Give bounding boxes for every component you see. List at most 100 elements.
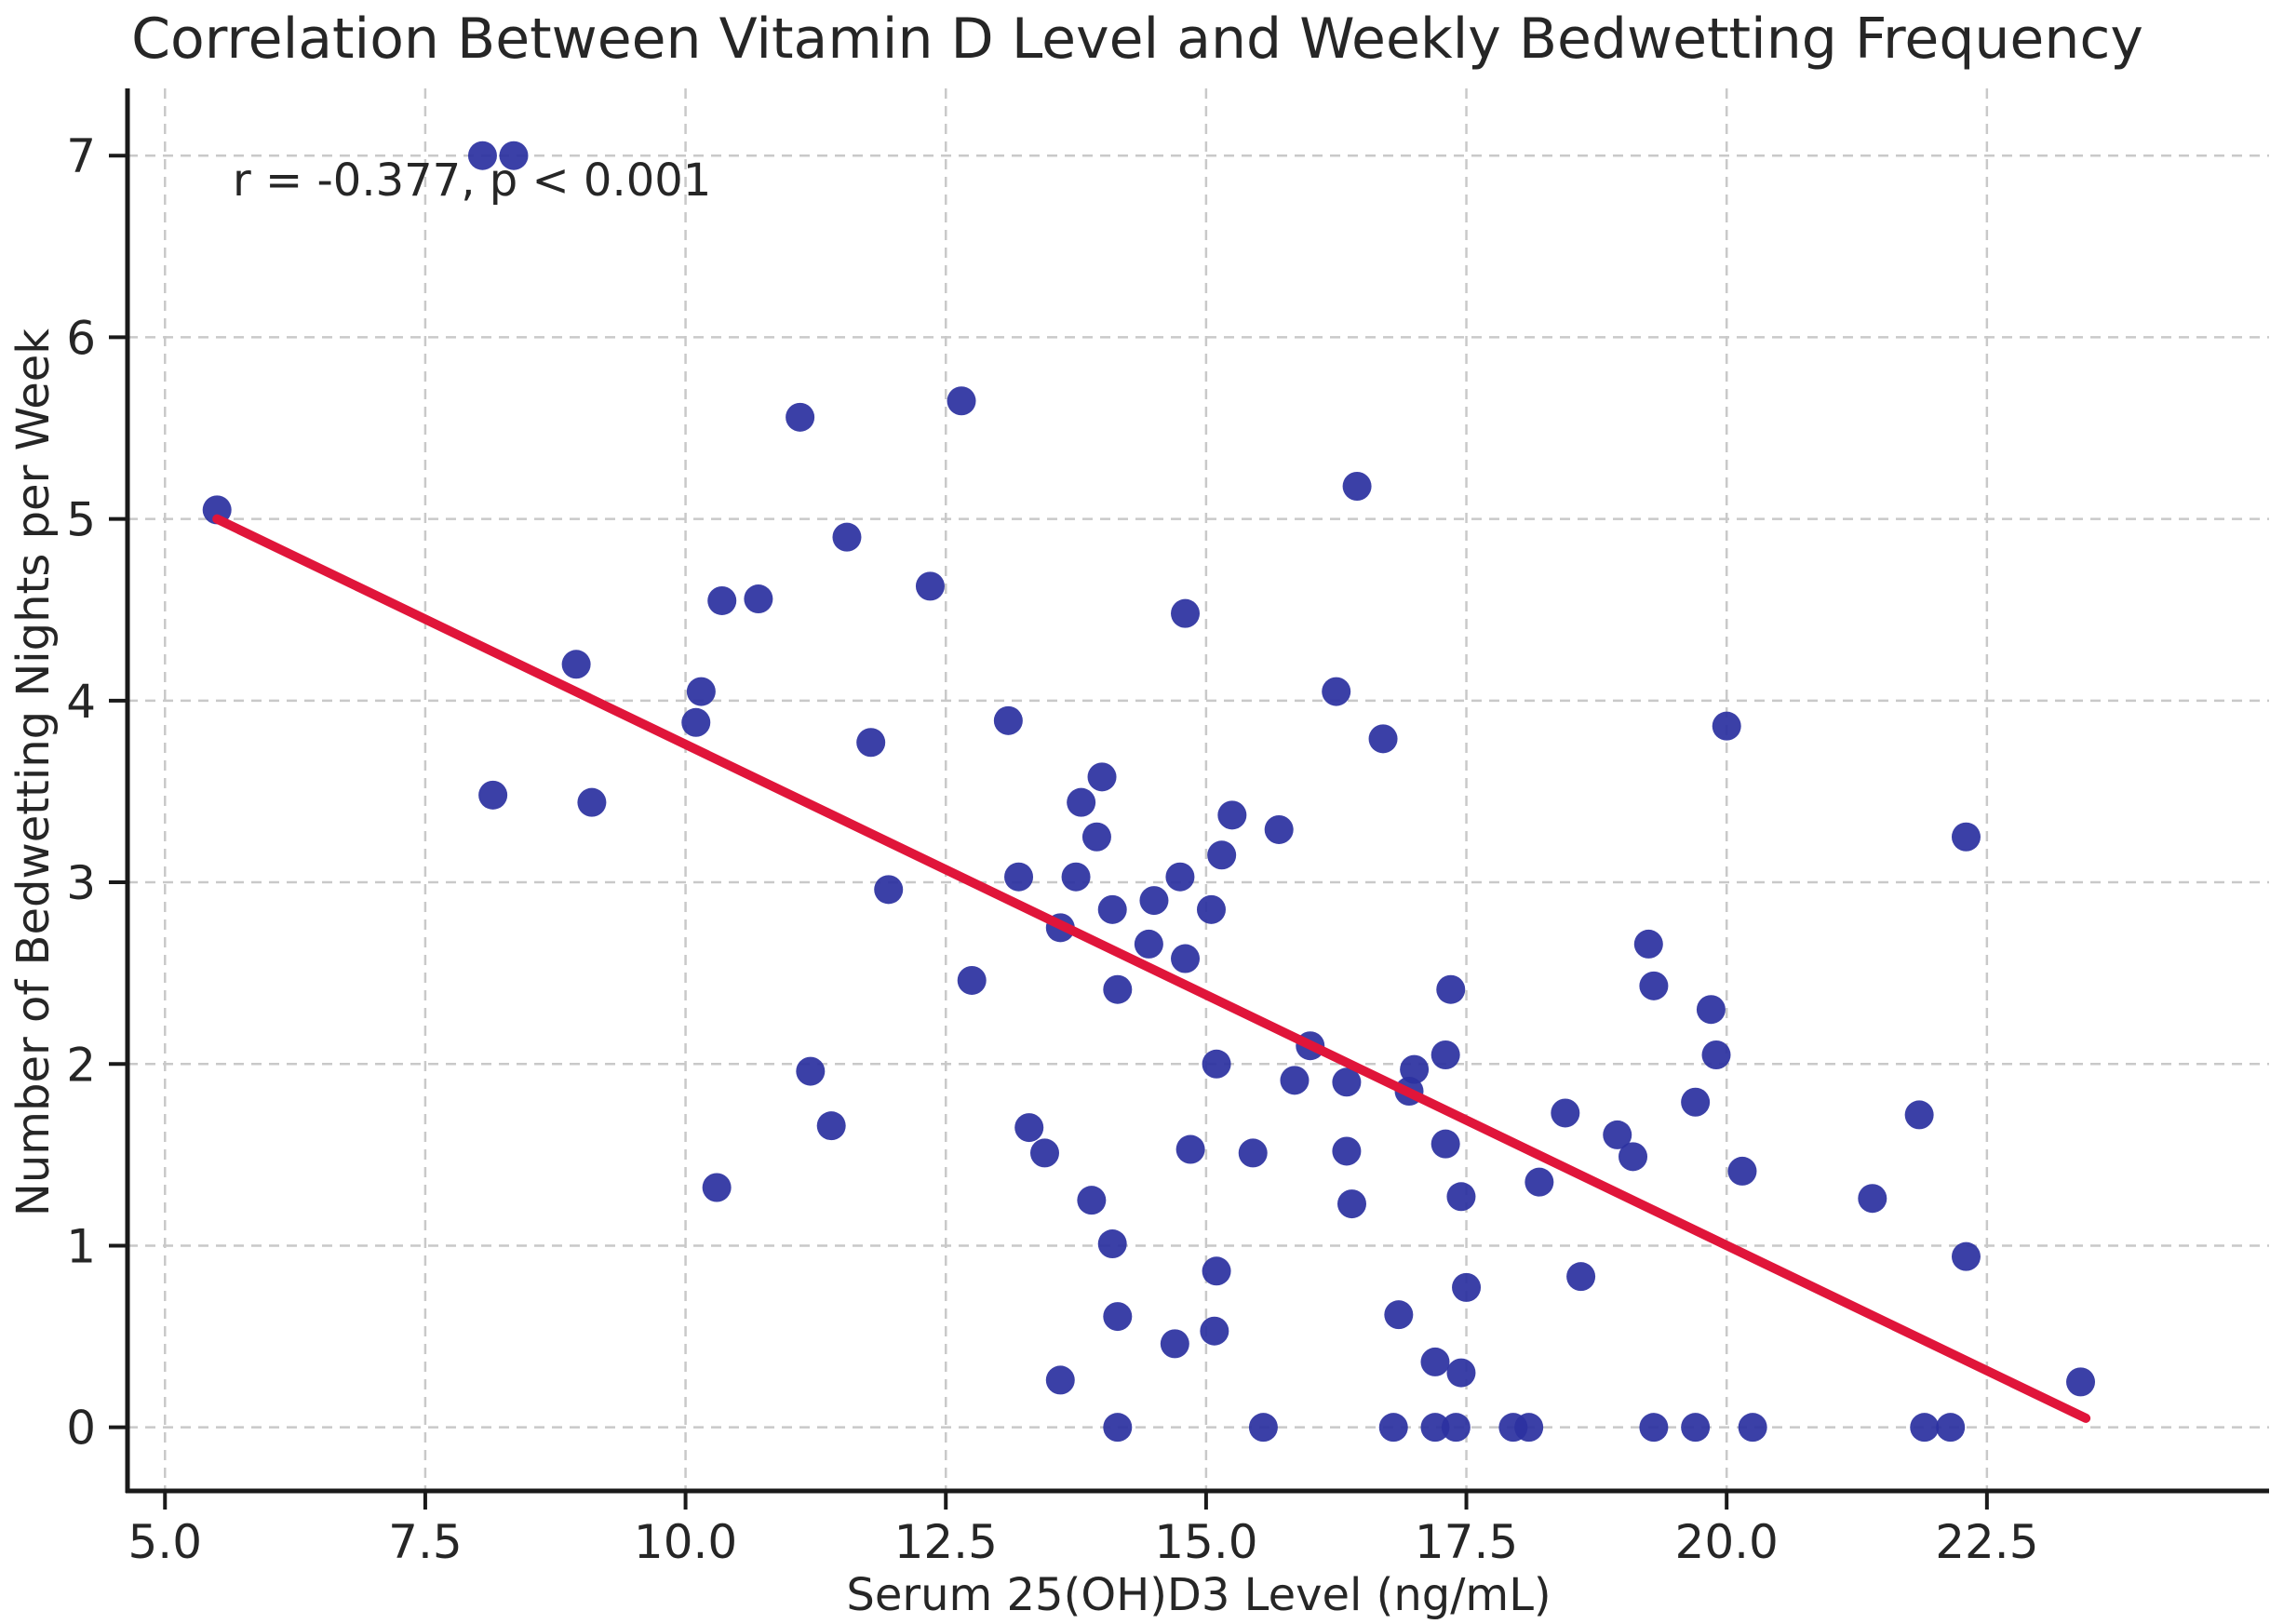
data-point: [796, 1056, 826, 1086]
data-point: [702, 1173, 732, 1202]
data-point: [1566, 1262, 1596, 1292]
data-point: [1431, 1040, 1460, 1070]
x-tick-label: 12.5: [894, 1515, 998, 1569]
x-tick-label: 5.0: [128, 1515, 203, 1569]
data-point: [1514, 1413, 1544, 1443]
data-point: [1103, 1302, 1133, 1332]
data-point: [1322, 677, 1351, 706]
data-point: [856, 728, 886, 758]
y-tick-labels: 0 1 2 3 4 5 6 7: [66, 129, 96, 1455]
data-point: [744, 584, 773, 614]
tick-marks: [109, 154, 1989, 1510]
data-point: [1248, 1413, 1278, 1443]
data-point: [1378, 1413, 1408, 1443]
data-point: [1858, 1184, 1887, 1214]
x-tick-label: 10.0: [634, 1515, 737, 1569]
data-point: [1336, 1189, 1366, 1219]
gridlines: [128, 88, 2269, 1491]
data-point: [1004, 862, 1034, 892]
data-point: [1525, 1167, 1554, 1197]
data-point: [478, 780, 508, 810]
data-point: [1202, 1049, 1231, 1079]
y-tick-label: 6: [66, 311, 96, 365]
data-point: [1139, 886, 1169, 916]
data-point: [1014, 1113, 1044, 1143]
data-point: [1633, 929, 1663, 959]
data-point: [1727, 1156, 1757, 1186]
data-point: [1701, 1040, 1731, 1070]
trend-line-layer: [212, 514, 2091, 1423]
data-point: [1420, 1347, 1450, 1376]
data-point: [1097, 1229, 1127, 1259]
data-point: [1171, 944, 1201, 973]
data-point: [832, 522, 862, 552]
data-point: [1160, 1329, 1189, 1359]
data-point: [499, 141, 529, 170]
data-point: [1067, 787, 1096, 817]
data-point: [1342, 472, 1372, 502]
data-point: [957, 965, 987, 995]
data-point: [1332, 1136, 1362, 1166]
data-point: [1681, 1413, 1711, 1443]
y-tick-label: 2: [66, 1038, 96, 1092]
data-point: [1441, 1413, 1471, 1443]
data-point: [707, 585, 737, 615]
data-point: [202, 495, 232, 525]
trend-line: [212, 514, 2091, 1423]
data-point: [1431, 1129, 1460, 1159]
data-point: [1904, 1100, 1934, 1130]
x-axis-label: Serum 25(OH)D3 Level (ng/mL): [846, 1569, 1551, 1621]
data-point: [947, 386, 976, 416]
data-point: [915, 571, 945, 601]
x-tick-labels: 5.0 7.5 10.0 12.5 15.0 17.5 20.0 22.5: [128, 1515, 2039, 1569]
y-tick-label: 3: [66, 856, 96, 910]
axis-spines: [125, 88, 2269, 1494]
data-point: [1420, 1413, 1450, 1443]
data-point: [1400, 1054, 1430, 1084]
data-point: [1171, 598, 1201, 628]
data-point: [1217, 800, 1247, 830]
y-tick-label: 4: [66, 675, 96, 729]
scatter-points: [202, 141, 2096, 1443]
data-point: [1196, 894, 1226, 924]
y-tick-label: 7: [66, 129, 96, 183]
data-point: [1103, 974, 1133, 1004]
chart-title: Correlation Between Vitamin D Level and …: [131, 7, 2143, 72]
data-point: [1551, 1098, 1580, 1128]
data-point: [1639, 971, 1669, 1000]
data-point: [1280, 1066, 1310, 1095]
data-point: [1087, 762, 1117, 792]
y-tick-label: 1: [66, 1219, 96, 1273]
data-point: [874, 875, 904, 905]
data-point: [1368, 724, 1398, 754]
data-point: [1619, 1142, 1648, 1172]
data-point: [561, 650, 591, 679]
data-point: [1384, 1300, 1414, 1330]
data-point: [1134, 929, 1163, 959]
data-point: [1207, 840, 1237, 870]
data-point: [1264, 814, 1294, 844]
x-tick-label: 22.5: [1935, 1515, 2038, 1569]
data-point: [1681, 1087, 1711, 1117]
x-tick-label: 20.0: [1675, 1515, 1779, 1569]
data-point: [1165, 862, 1195, 892]
x-tick-label: 17.5: [1415, 1515, 1518, 1569]
data-point: [1097, 894, 1127, 924]
data-point: [1200, 1316, 1229, 1346]
data-point: [816, 1111, 846, 1141]
data-point: [1436, 974, 1466, 1004]
data-point: [1332, 1067, 1362, 1097]
annotation-r-p: r = -0.377, p < 0.001: [233, 154, 711, 207]
data-point: [1936, 1413, 1966, 1443]
y-tick-label: 0: [66, 1402, 96, 1456]
data-point: [1081, 822, 1111, 852]
y-axis-label: Number of Bedwetting Nights per Week: [7, 329, 60, 1216]
data-point: [1030, 1138, 1060, 1168]
data-point: [1175, 1134, 1205, 1164]
data-point: [1712, 711, 1741, 741]
data-point: [686, 677, 716, 706]
y-tick-label: 5: [66, 493, 96, 547]
data-point: [993, 705, 1023, 735]
data-point: [1446, 1182, 1476, 1212]
